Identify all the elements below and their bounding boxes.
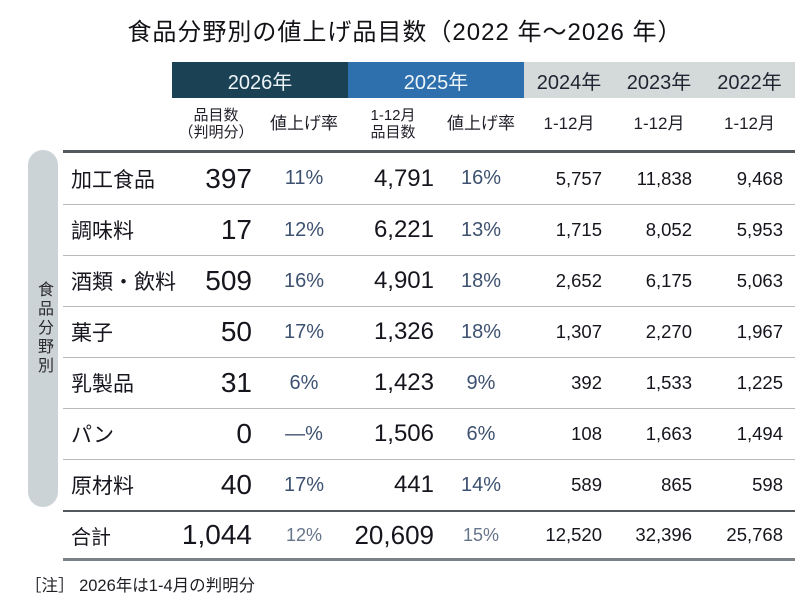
- cell-2026-rate: 17%: [283, 473, 325, 496]
- cell-2025-count: 6,221: [373, 216, 434, 243]
- cell-2025-rate: 6%: [466, 422, 496, 445]
- cell-2026-count: 50: [220, 316, 252, 347]
- cell-2025-count: 1,506: [373, 420, 434, 447]
- cell-2024-count: 1,307: [555, 321, 602, 342]
- table-body: 加工食品 397 11% 4,791 16% 5,757 11,838 9,46…: [63, 150, 795, 510]
- cell-2026-rate: 6%: [289, 371, 319, 394]
- category-label: 酒類・飲料: [71, 271, 176, 294]
- cell-2026-count: 1,044: [181, 519, 252, 550]
- page-title: 食品分野別の値上げ品目数（2022 年～2026 年）: [127, 19, 683, 46]
- category-label: 調味料: [71, 220, 134, 243]
- table-row-raw-materials: 原材料 40 17% 441 14% 589 865 598: [63, 459, 795, 510]
- year-header-2024: 2024年: [524, 62, 614, 98]
- cell-2025-count: 441: [393, 471, 434, 498]
- cell-2024-count: 108: [571, 423, 602, 444]
- cell-2023-count: 1,663: [645, 423, 692, 444]
- cell-2025-rate: 15%: [462, 524, 500, 545]
- table-row-total: 合計 1,044 12% 20,609 15% 12,520 32,396 25…: [63, 510, 795, 561]
- cell-2026-rate: 11%: [284, 167, 324, 189]
- cell-2023-count: 8,052: [645, 219, 692, 240]
- col-header-2026-count: 品目数 （判明分）: [178, 106, 254, 141]
- cell-2024-count: 5,757: [555, 167, 602, 189]
- cell-2022-count: 1,967: [736, 321, 783, 342]
- table-row-processed-foods: 加工食品 397 11% 4,791 16% 5,757 11,838 9,46…: [63, 153, 795, 204]
- category-label: 加工食品: [71, 168, 155, 192]
- footnote: ［注］ 2026年は1-4月の判明分: [25, 577, 256, 595]
- cell-2025-count: 4,901: [373, 267, 434, 294]
- cell-2026-count: 17: [220, 214, 252, 245]
- cell-2022-count: 1,494: [736, 423, 783, 444]
- cell-2026-rate: 12%: [283, 218, 325, 241]
- year-header-2022: 2022年: [704, 62, 795, 98]
- cell-2025-count: 20,609: [354, 519, 434, 550]
- cell-2026-count: 509: [205, 265, 252, 296]
- col-header-2025-count: 1-12月 品目数: [370, 106, 416, 141]
- cell-2023-count: 32,396: [635, 524, 692, 545]
- data-table: 2026年 2025年 2024年 2023年 2022年 品目数 （判明分） …: [63, 62, 795, 561]
- category-label: 原材料: [71, 475, 134, 498]
- year-header-2023: 2023年: [614, 62, 704, 98]
- cell-2023-count: 2,270: [645, 321, 692, 342]
- table-row-confectionery: 菓子 50 17% 1,326 18% 1,307 2,270 1,967: [63, 306, 795, 357]
- cell-2022-count: 598: [752, 474, 783, 495]
- cell-2023-count: 1,533: [645, 372, 692, 393]
- cell-2025-rate: 18%: [460, 320, 502, 343]
- col-header-2022-months: 1-12月: [723, 114, 776, 134]
- col-header-2023-months: 1-12月: [633, 114, 685, 134]
- table-row-seasonings: 調味料 17 12% 6,221 13% 1,715 8,052 5,953: [63, 204, 795, 255]
- cell-2025-count: 4,791: [373, 164, 434, 192]
- cell-2022-count: 9,468: [736, 167, 783, 189]
- year-header-row: 2026年 2025年 2024年 2023年 2022年: [63, 62, 795, 98]
- category-label: 菓子: [71, 322, 113, 345]
- cell-2024-count: 589: [571, 474, 602, 495]
- cell-2023-count: 11,838: [636, 167, 692, 189]
- cell-2026-rate: —%: [285, 422, 323, 445]
- cell-2023-count: 6,175: [645, 270, 692, 291]
- cell-2025-count: 1,423: [373, 369, 434, 396]
- cell-2025-rate: 16%: [460, 167, 502, 189]
- cell-2024-count: 12,520: [545, 524, 602, 545]
- table-row-bread: パン 0 —% 1,506 6% 108 1,663 1,494: [63, 408, 795, 459]
- cell-2023-count: 865: [661, 474, 692, 495]
- cell-2025-rate: 18%: [460, 269, 502, 292]
- cell-2026-count: 397: [205, 162, 252, 194]
- cell-2025-rate: 13%: [460, 218, 502, 241]
- cell-2024-count: 1,715: [555, 219, 602, 240]
- col-header-2024-months: 1-12月: [543, 114, 595, 134]
- sub-header-row: 品目数 （判明分） 値上げ率 1-12月 品目数 値上げ率 1-12月 1-12…: [63, 98, 795, 150]
- col-header-2025-rate: 値上げ率: [447, 114, 515, 134]
- table-row-dairy: 乳製品 31 6% 1,423 9% 392 1,533 1,225: [63, 357, 795, 408]
- cell-2025-rate: 9%: [466, 371, 496, 394]
- cell-2025-count: 1,326: [373, 318, 434, 345]
- row-group-pill: 食品分野別: [28, 150, 58, 507]
- cell-2024-count: 2,652: [555, 270, 602, 291]
- cell-2022-count: 1,225: [736, 372, 783, 393]
- cell-2026-rate: 12%: [285, 524, 323, 545]
- year-header-2026: 2026年: [172, 62, 348, 98]
- cell-2022-count: 25,768: [726, 524, 783, 545]
- cell-2026-count: 31: [220, 367, 252, 398]
- table-row-alcohol-beverages: 酒類・飲料 509 16% 4,901 18% 2,652 6,175 5,06…: [63, 255, 795, 306]
- cell-2026-count: 40: [220, 469, 252, 500]
- total-label: 合計: [71, 526, 111, 549]
- cell-2022-count: 5,953: [736, 219, 783, 240]
- cell-2022-count: 5,063: [736, 270, 783, 291]
- cell-2026-rate: 17%: [283, 320, 325, 343]
- cell-2024-count: 392: [571, 372, 602, 393]
- col-header-2026-rate: 値上げ率: [270, 114, 338, 134]
- cell-2026-count: 0: [236, 418, 252, 449]
- row-group-label: 食品分野別: [35, 281, 52, 376]
- cell-2026-rate: 16%: [283, 269, 325, 292]
- year-header-2025: 2025年: [348, 62, 524, 98]
- category-label: 乳製品: [71, 373, 134, 396]
- cell-2025-rate: 14%: [460, 473, 502, 496]
- category-label: パン: [71, 424, 115, 447]
